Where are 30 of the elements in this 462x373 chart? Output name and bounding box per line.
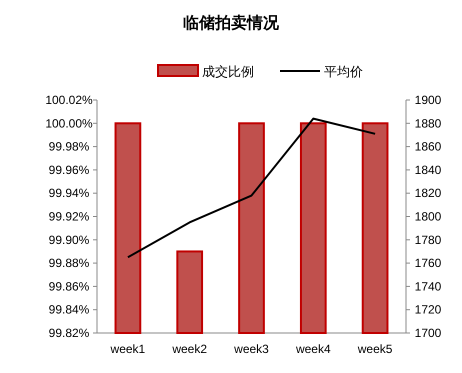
y-tick-label: 99.94%	[48, 186, 90, 200]
y2-tick-label: 1900	[414, 93, 442, 107]
legend-label: 平均价	[324, 64, 363, 79]
chart-title: 临储拍卖情况	[183, 14, 280, 32]
legend-label: 成交比例	[202, 64, 254, 79]
y2-tick-label: 1840	[414, 162, 442, 177]
y-tick-label: 99.82%	[48, 326, 90, 340]
y2-tick-label: 1820	[414, 186, 442, 200]
x-tick-label: week5	[356, 342, 393, 356]
y2-tick-label: 1880	[414, 116, 442, 130]
y-tick-label: 99.90%	[48, 232, 90, 247]
x-tick-label: week2	[171, 342, 208, 356]
y2-tick-label: 1800	[414, 210, 442, 224]
y2-tick-label: 1720	[414, 302, 442, 317]
y-tick-label: 99.84%	[48, 302, 90, 317]
y2-tick-label: 1700	[414, 326, 442, 340]
y-tick-label: 99.92%	[48, 210, 90, 224]
x-tick-label: week4	[294, 342, 331, 356]
y2-tick-label: 1860	[414, 140, 442, 154]
y-tick-label: 99.98%	[48, 140, 90, 154]
x-tick-label: week1	[110, 342, 146, 356]
y-tick-label: 99.88%	[48, 256, 90, 270]
y-tick-label: 100.00%	[45, 116, 94, 130]
y-tick-label: 99.96%	[48, 162, 90, 177]
y-tick-label: 99.86%	[48, 279, 90, 294]
y2-tick-label: 1740	[414, 279, 442, 294]
y2-tick-label: 1780	[414, 232, 442, 247]
y-tick-label: 100.02%	[45, 93, 94, 107]
x-tick-label: week3	[233, 342, 270, 356]
y2-tick-label: 1760	[414, 256, 442, 270]
